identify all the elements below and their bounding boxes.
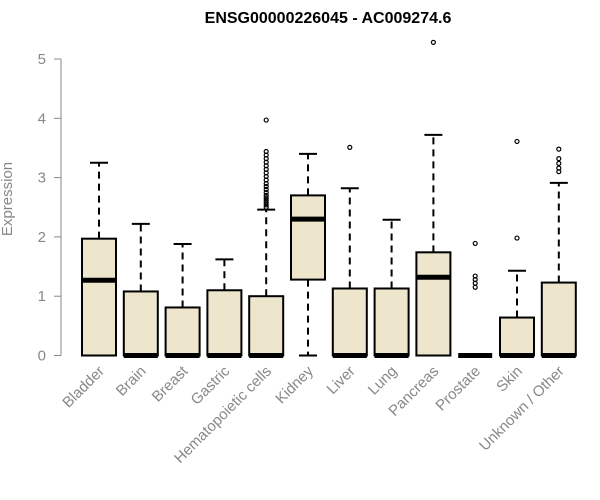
x-tick-label: Breast [149,362,192,405]
x-tick-label: Brain [113,363,150,400]
iqr-box [248,295,285,357]
outlier-point [263,204,269,210]
boxes-group [81,39,577,358]
outlier-point [263,186,269,193]
outlier-point [263,183,269,190]
x-tick-label: Skin [493,363,526,396]
chart-title: ENSG00000226045 - AC009274.6 [205,10,452,27]
outlier-point [263,195,269,201]
outlier-point [472,273,478,279]
outlier-point [263,117,269,123]
y-tick-label: 1 [38,288,46,305]
iqr-box [373,287,410,357]
outlier-point [556,165,562,171]
outlier-point [514,138,520,145]
box-unknown-other [540,146,577,358]
outlier-point [263,189,269,196]
outlier-point [263,199,269,206]
y-tick-label: 3 [38,170,46,187]
outlier-point [472,284,478,290]
outlier-point [430,39,436,45]
outlier-point [263,197,269,203]
box-brain [122,222,159,358]
iqr-box [540,281,577,357]
box-bladder [81,161,117,357]
y-tick-label: 4 [38,110,46,127]
outlier-point [514,235,520,241]
box-liver [331,144,368,358]
iqr-box [206,289,243,357]
box-breast [164,243,201,358]
box-gastric [206,258,243,358]
y-tick-label: 0 [38,348,46,365]
outlier-point [556,146,562,152]
outlier-point [556,156,562,162]
x-tick-label: Kidney [272,362,317,407]
x-tick-label: Lung [365,363,401,399]
y-axis-label: Expression [0,162,16,236]
y-tick-label: 5 [38,51,46,68]
outlier-point [263,192,269,198]
y-axis-ticks: 0 1 2 3 4 5 [38,51,61,365]
box-pancreas [415,39,452,357]
iqr-box [164,306,201,357]
x-tick-label: Prostate [432,363,484,415]
outlier-point [263,148,269,155]
iqr-box [122,290,159,357]
outlier-point [263,202,269,208]
box-lung [373,218,410,358]
iqr-box [415,251,452,357]
outlier-point [556,160,562,166]
x-tick-label: Bladder [59,363,108,412]
box-prostate [458,240,493,358]
iqr-box [499,316,535,357]
iqr-box [81,237,117,357]
outlier-point [347,144,353,150]
x-tick-label: Liver [324,363,359,398]
outlier-point [472,240,478,247]
y-tick-label: 2 [38,229,46,246]
box-kidney [290,152,326,357]
iqr-box [290,194,326,281]
box-hematopoietic-cells [248,117,285,358]
box-skin [499,138,535,358]
iqr-box [331,287,368,357]
